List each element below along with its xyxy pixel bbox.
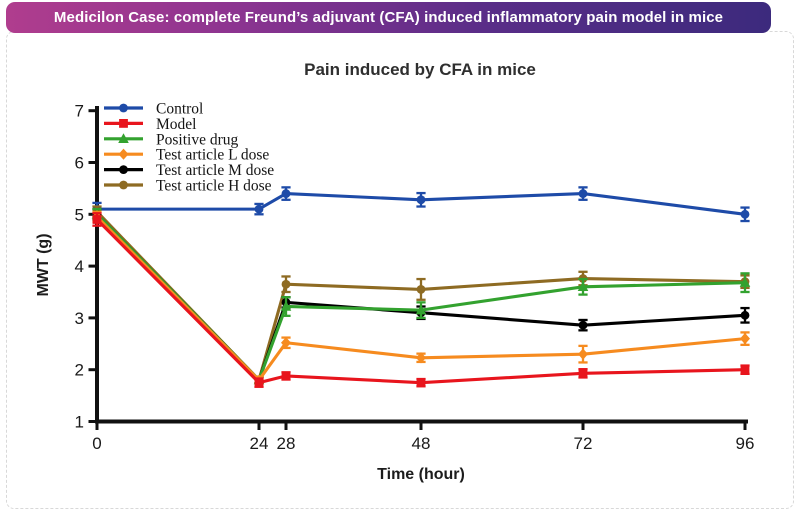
data-point-marker: [281, 337, 291, 349]
legend-marker: [118, 133, 129, 143]
data-point-marker: [578, 348, 588, 360]
y-tick-label: 1: [75, 413, 84, 432]
legend-marker: [119, 103, 128, 113]
data-point-marker: [416, 352, 426, 364]
data-point-marker: [254, 204, 264, 214]
x-axis-label: Time (hour): [377, 466, 465, 483]
series-line: [97, 192, 746, 216]
x-tick-label: 72: [574, 434, 593, 453]
data-point-marker: [740, 310, 750, 320]
data-point-marker: [740, 209, 750, 219]
data-point-marker: [281, 371, 291, 381]
legend-marker: [119, 119, 128, 128]
legend-label: Test article M dose: [156, 162, 274, 179]
legend-item: Model: [104, 116, 196, 133]
data-point-marker: [416, 378, 426, 388]
x-tick-label: 0: [92, 434, 101, 453]
y-tick-label: 4: [75, 257, 84, 276]
series-line: [95, 215, 746, 383]
y-tick-label: 7: [75, 102, 84, 121]
data-point-marker: [280, 300, 292, 311]
y-tick-label: 3: [75, 309, 84, 328]
series-model: [92, 212, 750, 388]
x-tick-label: 28: [277, 434, 296, 453]
data-point-marker: [415, 304, 427, 315]
data-point-marker: [281, 189, 291, 198]
legend-marker: [119, 165, 128, 175]
x-tick-label: 96: [736, 434, 755, 453]
legend-label: Test article H dose: [156, 178, 272, 195]
data-point-marker: [416, 285, 426, 294]
data-point-marker: [739, 277, 751, 287]
x-tick-label: 48: [412, 434, 431, 453]
y-tick-label: 5: [75, 205, 84, 224]
data-point-marker: [578, 320, 588, 330]
content-card: [6, 31, 794, 509]
legend-item: Positive drug: [104, 131, 238, 148]
data-point-marker: [254, 378, 264, 388]
y-tick-label: 6: [75, 154, 84, 173]
legend-label: Test article L dose: [156, 147, 269, 164]
legend-label: Control: [156, 101, 203, 118]
data-point-marker: [92, 215, 102, 224]
data-point-marker: [577, 281, 589, 292]
legend-item: Test article H dose: [104, 178, 272, 195]
data-point-marker: [740, 333, 750, 345]
legend-label: Model: [156, 116, 196, 133]
y-axis-label: MWT (g): [35, 233, 52, 297]
header-banner: Medicilon Case: complete Freund’s adjuva…: [6, 2, 771, 33]
banner-title: Medicilon Case: complete Freund’s adjuva…: [53, 9, 724, 26]
data-point-marker: [281, 279, 291, 289]
data-point-marker: [416, 195, 426, 205]
x-tick-label: 24: [250, 434, 269, 453]
data-point-marker: [740, 365, 750, 375]
legend-item: Test article L dose: [104, 147, 269, 164]
legend-item: Test article M dose: [104, 162, 274, 179]
data-point-marker: [578, 368, 588, 378]
series-line: [95, 218, 746, 385]
data-point-marker: [578, 189, 588, 198]
legend-label: Positive drug: [156, 131, 238, 148]
legend-marker: [118, 148, 129, 160]
legend-item: Control: [104, 101, 203, 118]
chart-title: Pain induced by CFA in mice: [304, 60, 536, 79]
legend-marker: [119, 180, 128, 190]
y-tick-label: 2: [75, 361, 84, 380]
axes: 1 2 3 4 5 6 7 0 24 28 48 72 96: [75, 102, 755, 453]
